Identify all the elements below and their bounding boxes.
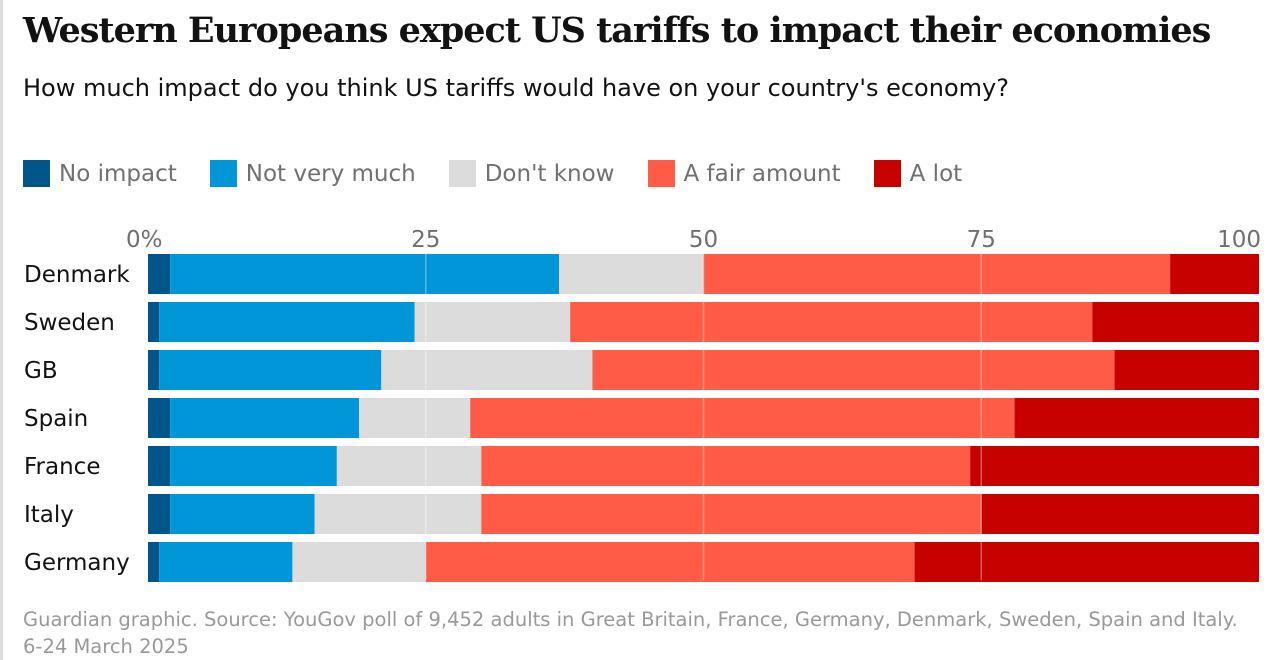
bar-segment [314,494,482,534]
bar-segment [559,254,704,294]
legend-item: Not very much [209,160,416,187]
bar-segment [570,302,1093,342]
tick-label: 100 [1217,227,1261,253]
bar-segment [703,254,1171,294]
bar-segment [470,398,1015,438]
category-label: Sweden [24,310,115,336]
legend-swatch [209,160,237,187]
left-border [0,0,3,660]
chart-subtitle: How much impact do you think US tariffs … [23,74,1009,102]
bar-segment [970,446,1259,486]
bar-segment [481,494,982,534]
bar-segment [148,398,171,438]
bar-segment [1014,398,1259,438]
bar-segment [170,398,360,438]
bar-segment [336,446,482,486]
bar-segment [159,302,415,342]
source-footer: Guardian graphic. Source: YouGov poll of… [23,608,1238,658]
legend-item: A fair amount [647,160,841,187]
bar-segment [425,542,915,582]
legend-label: No impact [59,160,177,187]
bar-segment [381,350,593,390]
legend-swatch [873,160,901,187]
bar-segment [481,446,971,486]
category-label: Italy [24,502,74,528]
bar-segment [148,494,171,534]
bar-segment [292,542,426,582]
legend-item: No impact [23,160,177,187]
category-label: Spain [24,406,88,432]
bar-segment [170,254,560,294]
category-label: Denmark [24,262,130,288]
tick-label: 50 [689,227,718,253]
legend-swatch [647,160,675,187]
category-label: Germany [24,550,130,576]
legend-swatch [23,160,50,187]
legend-label: A fair amount [683,160,841,187]
bar-segment [1170,254,1259,294]
bar-segment [159,542,293,582]
legend-item: A lot [873,160,963,187]
chart-title: Western Europeans expect US tariffs to i… [23,10,1211,51]
bar-segment [981,494,1259,534]
bar-segment [170,446,337,486]
bar-segment [914,542,1259,582]
legend-item: Don't know [448,160,615,187]
category-label: France [24,454,100,480]
bar-segment [1114,350,1259,390]
chart: 0% 25 50 75 100 Denmark Sweden GB Spain France Ita… [24,227,1261,582]
legend: No impact Not very much Don't know A fair a… [23,160,995,187]
bar-segment [148,350,160,390]
tick-label: 25 [411,227,440,253]
legend-label: Not very much [245,160,416,187]
bar-segment [148,446,171,486]
tick-label: 75 [967,227,996,253]
bar-segment [159,350,382,390]
category-label: GB [24,358,58,384]
legend-label: A lot [909,160,963,187]
legend-swatch [448,160,476,187]
bar-segment [359,398,471,438]
bar-segment [148,254,171,294]
bar-segment [170,494,315,534]
bar-segment [592,350,1115,390]
bar-segment [148,542,160,582]
tick-label: 0% [126,227,163,253]
bar-segment [414,302,571,342]
bar-segment [148,302,160,342]
bar-segment [1092,302,1259,342]
legend-label: Don't know [484,160,615,187]
